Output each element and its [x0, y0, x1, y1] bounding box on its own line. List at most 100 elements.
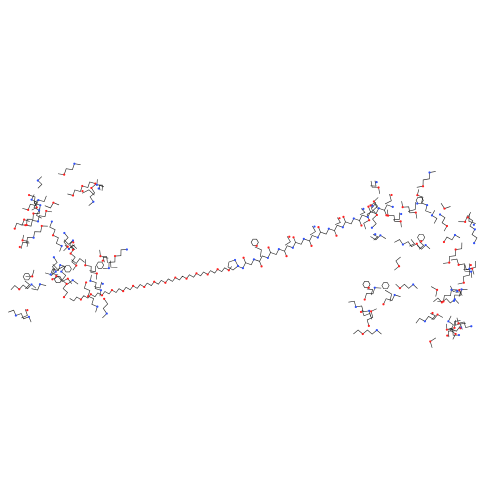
oxygen-atom [18, 288, 21, 291]
nitrogen-atom [472, 223, 475, 226]
oxygen-atom [397, 265, 401, 268]
oxygen-atom [90, 186, 93, 190]
nitrogen-atom [30, 198, 33, 201]
aromatic-ring [417, 233, 426, 241]
oxygen-atom [390, 193, 393, 197]
nitrogen-atom [54, 270, 57, 273]
bond-chain [393, 212, 400, 221]
bond-chain [443, 234, 461, 243]
oxygen-atom [429, 340, 432, 343]
bond-chain [453, 289, 468, 301]
oxygen-atom [35, 206, 38, 209]
nitrogen-atom [105, 312, 108, 315]
oxygen-atom [436, 313, 439, 316]
oxygen-atom [75, 264, 78, 267]
nitrogen-atom [393, 293, 396, 297]
oxygen-atom [458, 288, 461, 292]
nitrogen-atom [67, 247, 71, 251]
oxygen-atom [71, 194, 75, 197]
bond-chain [21, 309, 28, 319]
oxygen-atom [242, 256, 245, 259]
bond-chain [359, 208, 366, 215]
bond-chain [463, 264, 473, 278]
oxygen-atom [65, 282, 68, 286]
bond-chain [98, 184, 105, 191]
nitrogen-atom [277, 248, 280, 251]
nitrogen-atom [71, 279, 74, 282]
nitrogen-atom [450, 288, 453, 291]
nitrogen-atom [368, 309, 371, 312]
oxygen-atom [382, 303, 385, 306]
nitrogen-atom [352, 217, 355, 220]
nitrogen-atom [362, 207, 365, 210]
oxygen-atom [26, 309, 29, 312]
bond-chain [52, 267, 59, 276]
bond-chain [468, 214, 476, 224]
oxygen-atom [292, 236, 295, 239]
nitrogen-atom [49, 273, 52, 276]
nitrogen-atom [473, 242, 476, 245]
oxygen-atom [368, 219, 371, 222]
nitrogen-atom [241, 267, 245, 270]
oxygen-atom [66, 277, 69, 280]
nitrogen-atom [391, 205, 394, 208]
nitrogen-atom [95, 183, 99, 186]
bond-chain [110, 260, 118, 268]
oxygen-atom [443, 207, 446, 210]
oxygen-atom [164, 281, 167, 284]
oxygen-atom [195, 272, 198, 275]
bond-chain [361, 309, 373, 320]
oxygen-atom [448, 261, 451, 264]
nitrogen-atom [73, 162, 76, 165]
oxygen-atom [185, 277, 188, 280]
oxygen-atom [25, 223, 28, 227]
oxygen-atom [51, 234, 55, 237]
nitrogen-atom [374, 233, 377, 236]
oxygen-atom [174, 276, 177, 279]
nitrogen-atom [37, 209, 41, 212]
aromatic-ring [22, 273, 31, 281]
oxygen-atom [45, 209, 48, 213]
oxygen-atom [89, 293, 92, 296]
nitrogen-atom [470, 270, 473, 273]
oxygen-atom [84, 264, 87, 267]
nitrogen-atom [50, 220, 53, 223]
oxygen-atom [79, 298, 82, 301]
nitrogen-atom [59, 263, 62, 267]
oxygen-atom [459, 327, 462, 330]
oxygen-atom [442, 240, 446, 244]
bond-chain [409, 239, 415, 247]
oxygen-atom [206, 273, 209, 276]
bond-chain [455, 291, 462, 297]
oxygen-atom [360, 224, 363, 227]
bond-chain [439, 214, 448, 232]
oxygen-atom [435, 288, 439, 291]
oxygen-atom [445, 224, 449, 228]
bond-chain [44, 202, 60, 209]
nitrogen-atom [430, 214, 434, 217]
oxygen-atom [367, 205, 370, 208]
nitrogen-atom [468, 267, 471, 270]
nitrogen-atom [460, 288, 463, 291]
oxygen-atom [94, 182, 97, 185]
oxygen-atom [457, 322, 460, 325]
oxygen-atom [317, 225, 320, 229]
nitrogen-atom [354, 305, 357, 309]
nitrogen-atom [473, 228, 476, 231]
nitrogen-atom [400, 212, 403, 216]
oxygen-atom [69, 252, 72, 255]
bond-chain [31, 199, 40, 211]
nitrogen-atom [470, 325, 473, 328]
bond-chain [50, 257, 58, 276]
bond-chain [22, 234, 29, 247]
oxygen-atom [113, 254, 117, 258]
oxygen-atom [81, 184, 84, 188]
nitrogen-atom [327, 227, 330, 230]
nitrogen-atom [37, 198, 40, 202]
bond-chain [99, 249, 108, 263]
nitrogen-atom [101, 282, 104, 285]
bond-chain [449, 325, 461, 332]
nitrogen-atom [233, 258, 237, 262]
oxygen-atom [420, 240, 423, 243]
